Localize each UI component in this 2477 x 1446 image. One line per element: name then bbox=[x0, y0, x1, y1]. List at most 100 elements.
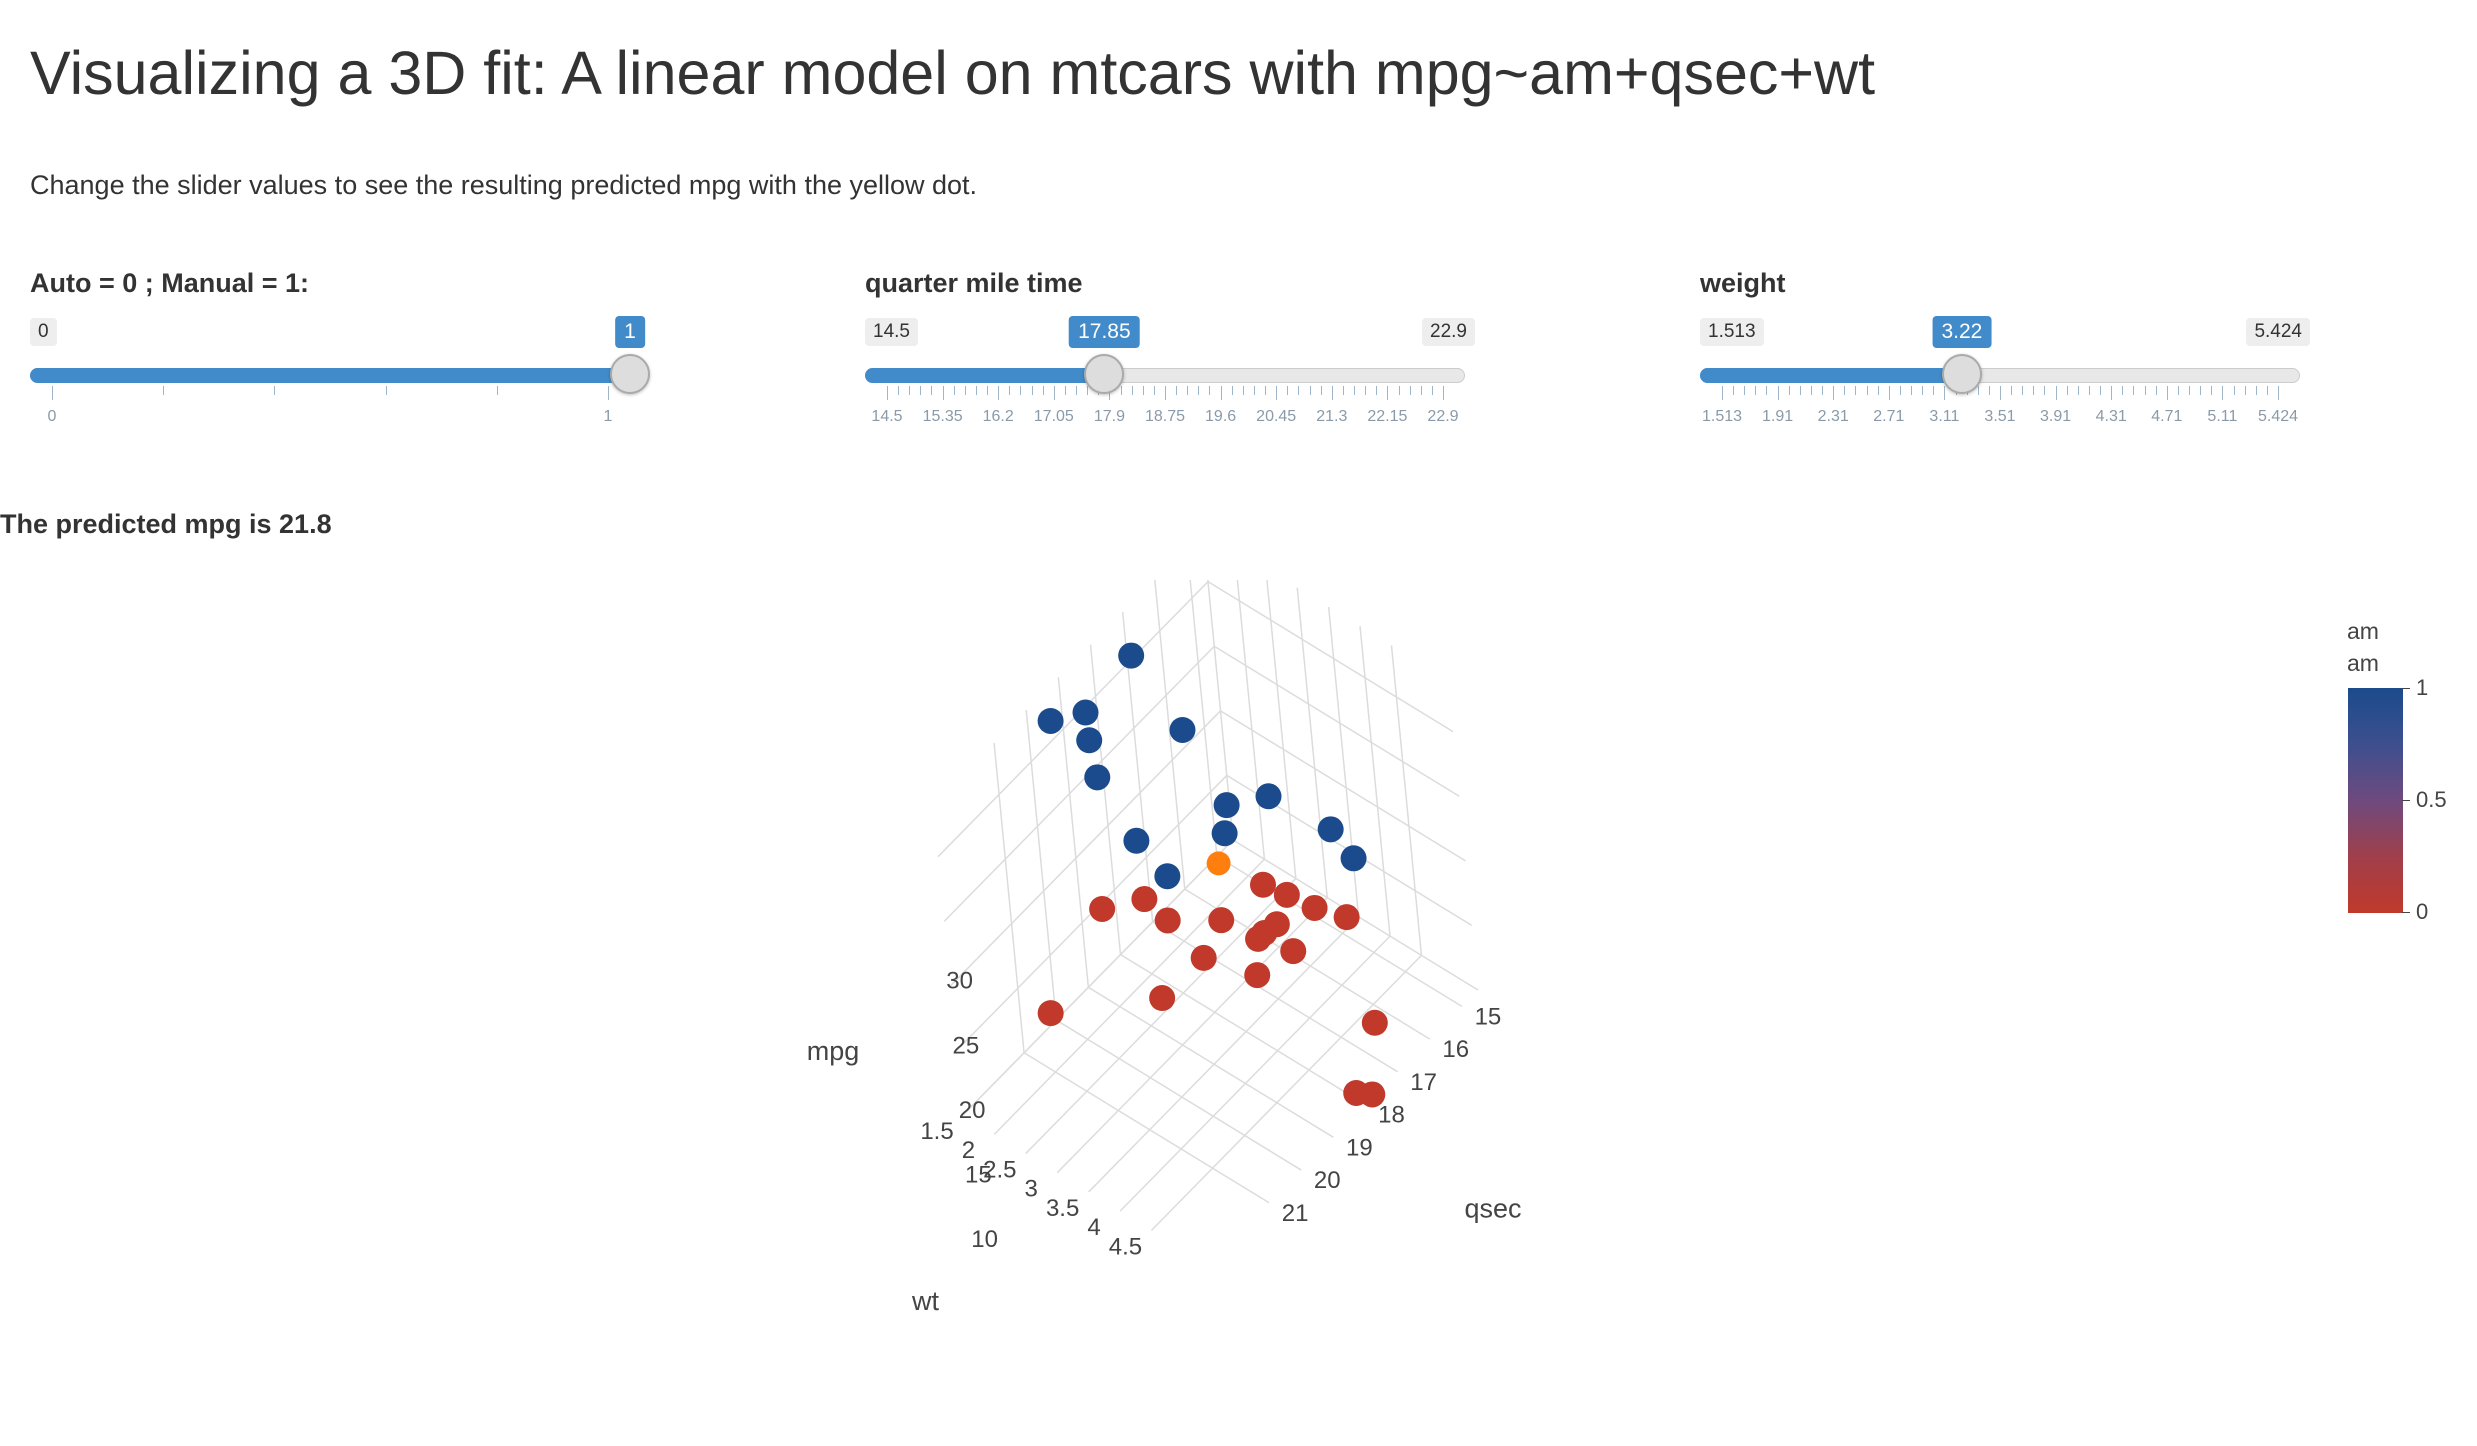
wt-tick-label: 3 bbox=[1025, 1176, 1038, 1203]
qsec-slider-tick-label: 22.9 bbox=[1427, 408, 1459, 425]
qsec-tick-label: 17 bbox=[1410, 1069, 1437, 1096]
am-slider-fill bbox=[30, 368, 630, 383]
wt-slider-minor-tick bbox=[1899, 386, 1901, 395]
qsec-slider-label: quarter mile time bbox=[865, 268, 1083, 298]
scatter3d-plot[interactable]: 151617181920211.522.533.544.51015202530q… bbox=[0, 580, 2477, 1446]
data-point bbox=[1280, 938, 1307, 965]
wall-gridline bbox=[1025, 709, 1057, 1021]
qsec-slider[interactable]: quarter mile time 14.5 22.9 17.85 14.5 15… bbox=[865, 268, 1477, 438]
data-point bbox=[1089, 895, 1116, 922]
intro-text: Change the slider values to see the resu… bbox=[30, 170, 978, 200]
data-point bbox=[1301, 894, 1328, 921]
wt-slider-minor-tick bbox=[1855, 386, 1857, 395]
am-slider-ticks bbox=[30, 386, 630, 406]
wt-slider-minor-tick bbox=[2233, 386, 2235, 395]
qsec-slider-tick-label: 20.45 bbox=[1256, 408, 1297, 425]
wt-slider-min: 1.513 bbox=[1700, 318, 1764, 346]
qsec-slider-tick-label: 14.5 bbox=[871, 408, 903, 425]
qsec-slider-max: 22.9 bbox=[1422, 318, 1475, 346]
wt-slider-value: 3.22 bbox=[1932, 316, 1992, 348]
am-slider-tick-label: 0 bbox=[47, 408, 57, 425]
qsec-slider-minor-tick bbox=[1298, 386, 1300, 395]
qsec-slider-value: 17.85 bbox=[1069, 316, 1140, 348]
wall-gridline bbox=[1296, 587, 1328, 898]
am-slider-tick-label: 1 bbox=[603, 408, 613, 425]
qsec-slider-minor-tick bbox=[1031, 386, 1033, 395]
mpg-tick-label: 30 bbox=[946, 968, 973, 995]
data-point bbox=[1255, 783, 1282, 810]
data-point bbox=[1072, 699, 1099, 726]
qsec-slider-minor-tick bbox=[1020, 386, 1022, 395]
data-point bbox=[1190, 944, 1217, 971]
data-point bbox=[1263, 911, 1290, 938]
wt-slider-minor-tick bbox=[2211, 386, 2213, 395]
qsec-slider-tick bbox=[1053, 386, 1055, 400]
wall-gridline bbox=[962, 839, 1234, 1116]
wt-slider-minor-tick bbox=[1810, 386, 1812, 395]
am-slider[interactable]: Auto = 0 ; Manual = 1: 0 1 1 01 bbox=[30, 268, 650, 438]
qsec-slider-fill bbox=[865, 368, 1105, 383]
wt-tick-label: 1.5 bbox=[920, 1118, 953, 1145]
mpg-axis-title: mpg bbox=[807, 1036, 860, 1066]
floor-gridline bbox=[1150, 954, 1422, 1231]
qsec-slider-minor-tick bbox=[975, 386, 977, 395]
data-point bbox=[1149, 985, 1176, 1012]
data-point bbox=[1333, 904, 1360, 931]
wt-slider-minor-tick bbox=[1733, 386, 1735, 395]
wt-slider[interactable]: weight 1.513 5.424 3.22 1.513 1.91 2.31 2.7… bbox=[1700, 268, 2312, 438]
data-point bbox=[1123, 827, 1150, 854]
data-points bbox=[1037, 642, 1388, 1108]
wt-slider-tick-label: 3.91 bbox=[2040, 408, 2072, 425]
qsec-slider-tick-label: 17.05 bbox=[1033, 408, 1074, 425]
wt-slider-minor-tick bbox=[1755, 386, 1757, 395]
wt-slider-minor-tick bbox=[2088, 386, 2090, 395]
wt-slider-minor-tick bbox=[1977, 386, 1979, 395]
wt-slider-tick bbox=[2055, 386, 2057, 400]
wt-slider-fill bbox=[1700, 368, 1962, 383]
am-slider-minor-tick bbox=[274, 386, 276, 395]
qsec-slider-minor-tick bbox=[1342, 386, 1344, 395]
colorbar-label-mid: 0.5 bbox=[2416, 787, 2447, 812]
qsec-slider-tick-label: 16.2 bbox=[982, 408, 1014, 425]
wt-tick-label: 2.5 bbox=[983, 1156, 1016, 1183]
qsec-slider-minor-tick bbox=[931, 386, 933, 395]
qsec-slider-minor-tick bbox=[1242, 386, 1244, 395]
wt-slider-tick-label: 1.513 bbox=[1701, 408, 1743, 425]
qsec-slider-minor-tick bbox=[1176, 386, 1178, 395]
legend-title-line2: am bbox=[2347, 650, 2379, 676]
wt-slider-handle[interactable] bbox=[1941, 354, 1982, 394]
qsec-slider-tick bbox=[1276, 386, 1278, 400]
wt-slider-minor-tick bbox=[1922, 386, 1924, 395]
qsec-axis-title: qsec bbox=[1464, 1194, 1521, 1224]
data-point bbox=[1208, 907, 1235, 934]
wt-slider-minor-tick bbox=[1766, 386, 1768, 395]
wt-slider-tick bbox=[2166, 386, 2168, 400]
qsec-slider-min: 14.5 bbox=[865, 318, 918, 346]
wt-slider-max: 5.424 bbox=[2246, 318, 2310, 346]
colorbar-tick bbox=[2402, 688, 2410, 689]
qsec-slider-minor-tick bbox=[920, 386, 922, 395]
qsec-slider-handle[interactable] bbox=[1084, 354, 1125, 394]
qsec-slider-minor-tick bbox=[1365, 386, 1367, 395]
data-point bbox=[1037, 707, 1064, 734]
data-point bbox=[1317, 816, 1344, 843]
qsec-slider-minor-tick bbox=[909, 386, 911, 395]
wt-slider-minor-tick bbox=[1911, 386, 1913, 395]
qsec-slider-minor-tick bbox=[1320, 386, 1322, 395]
qsec-slider-tick-label: 22.15 bbox=[1367, 408, 1408, 425]
wt-slider-minor-tick bbox=[1788, 386, 1790, 395]
wt-slider-tick bbox=[2000, 386, 2001, 400]
qsec-slider-minor-tick bbox=[1209, 386, 1211, 395]
data-point bbox=[1244, 962, 1271, 989]
qsec-slider-tick bbox=[942, 386, 944, 400]
wt-slider-tick-label: 3.51 bbox=[1984, 408, 2016, 425]
mpg-tick-label: 15 bbox=[965, 1161, 992, 1188]
wt-slider-minor-tick bbox=[1866, 386, 1868, 395]
qsec-tick-label: 19 bbox=[1346, 1134, 1373, 1161]
wt-slider-minor-tick bbox=[2044, 386, 2046, 395]
am-slider-handle[interactable] bbox=[610, 354, 650, 394]
data-point bbox=[1154, 863, 1181, 890]
wall-gridline bbox=[1207, 581, 1454, 733]
floor-gridline bbox=[1088, 916, 1360, 1193]
qsec-slider-minor-tick bbox=[1153, 386, 1155, 395]
